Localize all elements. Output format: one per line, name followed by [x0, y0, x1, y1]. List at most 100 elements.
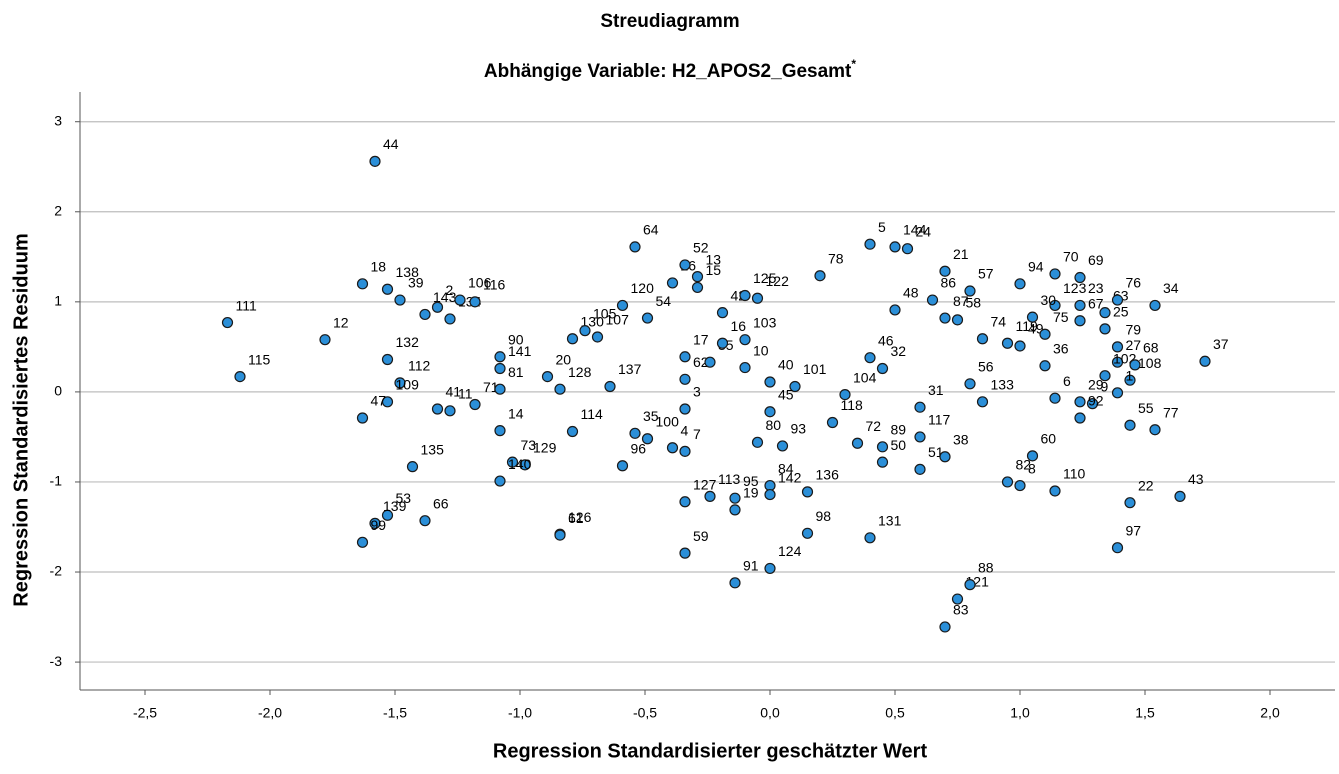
point: [234, 370, 246, 383]
point: [381, 353, 394, 366]
point-label: 117: [928, 412, 951, 428]
point-label: 116: [483, 277, 506, 293]
point: [494, 351, 506, 363]
point-label: 9: [1101, 378, 1109, 394]
point: [381, 283, 394, 295]
point-label: 118: [841, 397, 864, 413]
point: [1111, 356, 1124, 368]
point-label: 41: [446, 384, 462, 400]
x-tick-label: -0,5: [633, 705, 657, 721]
point-label: 139: [383, 498, 407, 514]
point: [1074, 271, 1086, 284]
point: [914, 401, 926, 413]
point-label: 68: [1143, 340, 1159, 356]
point-label: 96: [631, 440, 647, 456]
point-label: 107: [606, 312, 630, 328]
point: [679, 351, 691, 363]
point-label: 124: [778, 543, 802, 559]
point: [1174, 490, 1186, 502]
y-axis-title: Regression Standardisiertes Residuum: [10, 233, 32, 606]
point-label: 11: [458, 386, 473, 402]
point: [679, 496, 691, 508]
point: [616, 299, 629, 312]
point-label: 50: [891, 437, 907, 453]
point: [1001, 476, 1014, 488]
point-label: 73: [521, 437, 537, 453]
point-label: 15: [706, 262, 722, 278]
point: [914, 463, 926, 475]
point-label: 110: [1063, 466, 1086, 482]
point: [939, 451, 951, 463]
point-label: 72: [866, 418, 882, 434]
point: [739, 334, 751, 346]
y-tick-label: 0: [54, 383, 62, 399]
point-label: 36: [1053, 340, 1069, 356]
point: [616, 460, 629, 472]
point-label: 4: [681, 422, 689, 438]
point: [691, 281, 704, 294]
point: [1039, 328, 1051, 340]
point-label: 78: [828, 250, 844, 266]
point: [1074, 299, 1086, 312]
point: [554, 529, 566, 541]
point: [444, 405, 456, 417]
point-label: 34: [1163, 280, 1179, 296]
point: [826, 416, 839, 429]
point: [419, 308, 431, 321]
point-label: 132: [396, 334, 420, 350]
point: [864, 352, 876, 364]
point: [801, 527, 814, 539]
point: [406, 461, 419, 473]
point-label: 86: [941, 275, 957, 291]
point: [716, 337, 729, 349]
point-label: 90: [508, 331, 524, 347]
point-label: 97: [1126, 522, 1142, 538]
point-label: 84: [778, 460, 794, 476]
point: [751, 436, 764, 448]
point: [356, 536, 369, 548]
point: [579, 325, 591, 337]
point-label: 12: [333, 314, 349, 330]
point-label: 37: [1213, 336, 1229, 352]
point: [1026, 311, 1039, 323]
point-label: 122: [766, 273, 790, 289]
point-label: 23: [1088, 280, 1104, 296]
point: [889, 304, 901, 316]
point-label: 75: [1053, 309, 1069, 325]
point: [604, 380, 616, 393]
x-tick-label: 2,0: [1260, 705, 1280, 721]
point: [394, 294, 406, 306]
point-label: 18: [371, 259, 387, 275]
point: [356, 278, 369, 290]
point-label: 52: [693, 240, 709, 256]
point-label: 125: [753, 270, 777, 286]
point: [454, 294, 466, 306]
point-label: 109: [396, 377, 420, 393]
point-label: 35: [643, 408, 659, 424]
point-label: 111: [236, 297, 257, 313]
point: [641, 433, 654, 445]
point: [319, 334, 331, 346]
point-label: 40: [778, 357, 794, 373]
point-label: 62: [693, 354, 709, 370]
point-label: 61: [568, 510, 584, 526]
chart-title: Streudiagramm: [600, 11, 739, 32]
point: [381, 396, 394, 408]
point-label: 93: [791, 421, 807, 437]
point-label: 10: [753, 342, 769, 358]
point: [801, 486, 814, 498]
y-tick-label: 1: [54, 293, 62, 309]
point: [394, 377, 406, 389]
point: [976, 396, 989, 408]
x-tick-label: -1,5: [383, 705, 407, 721]
point-label: 20: [556, 351, 572, 367]
point-label: 142: [778, 469, 802, 485]
point: [1014, 479, 1026, 492]
point-label: 140: [508, 456, 532, 472]
point-label: 7: [693, 426, 701, 442]
point-label: 24: [916, 223, 932, 239]
point: [566, 425, 579, 438]
point: [964, 285, 976, 297]
point-label: 5: [878, 219, 886, 235]
point-label: 48: [903, 285, 919, 301]
